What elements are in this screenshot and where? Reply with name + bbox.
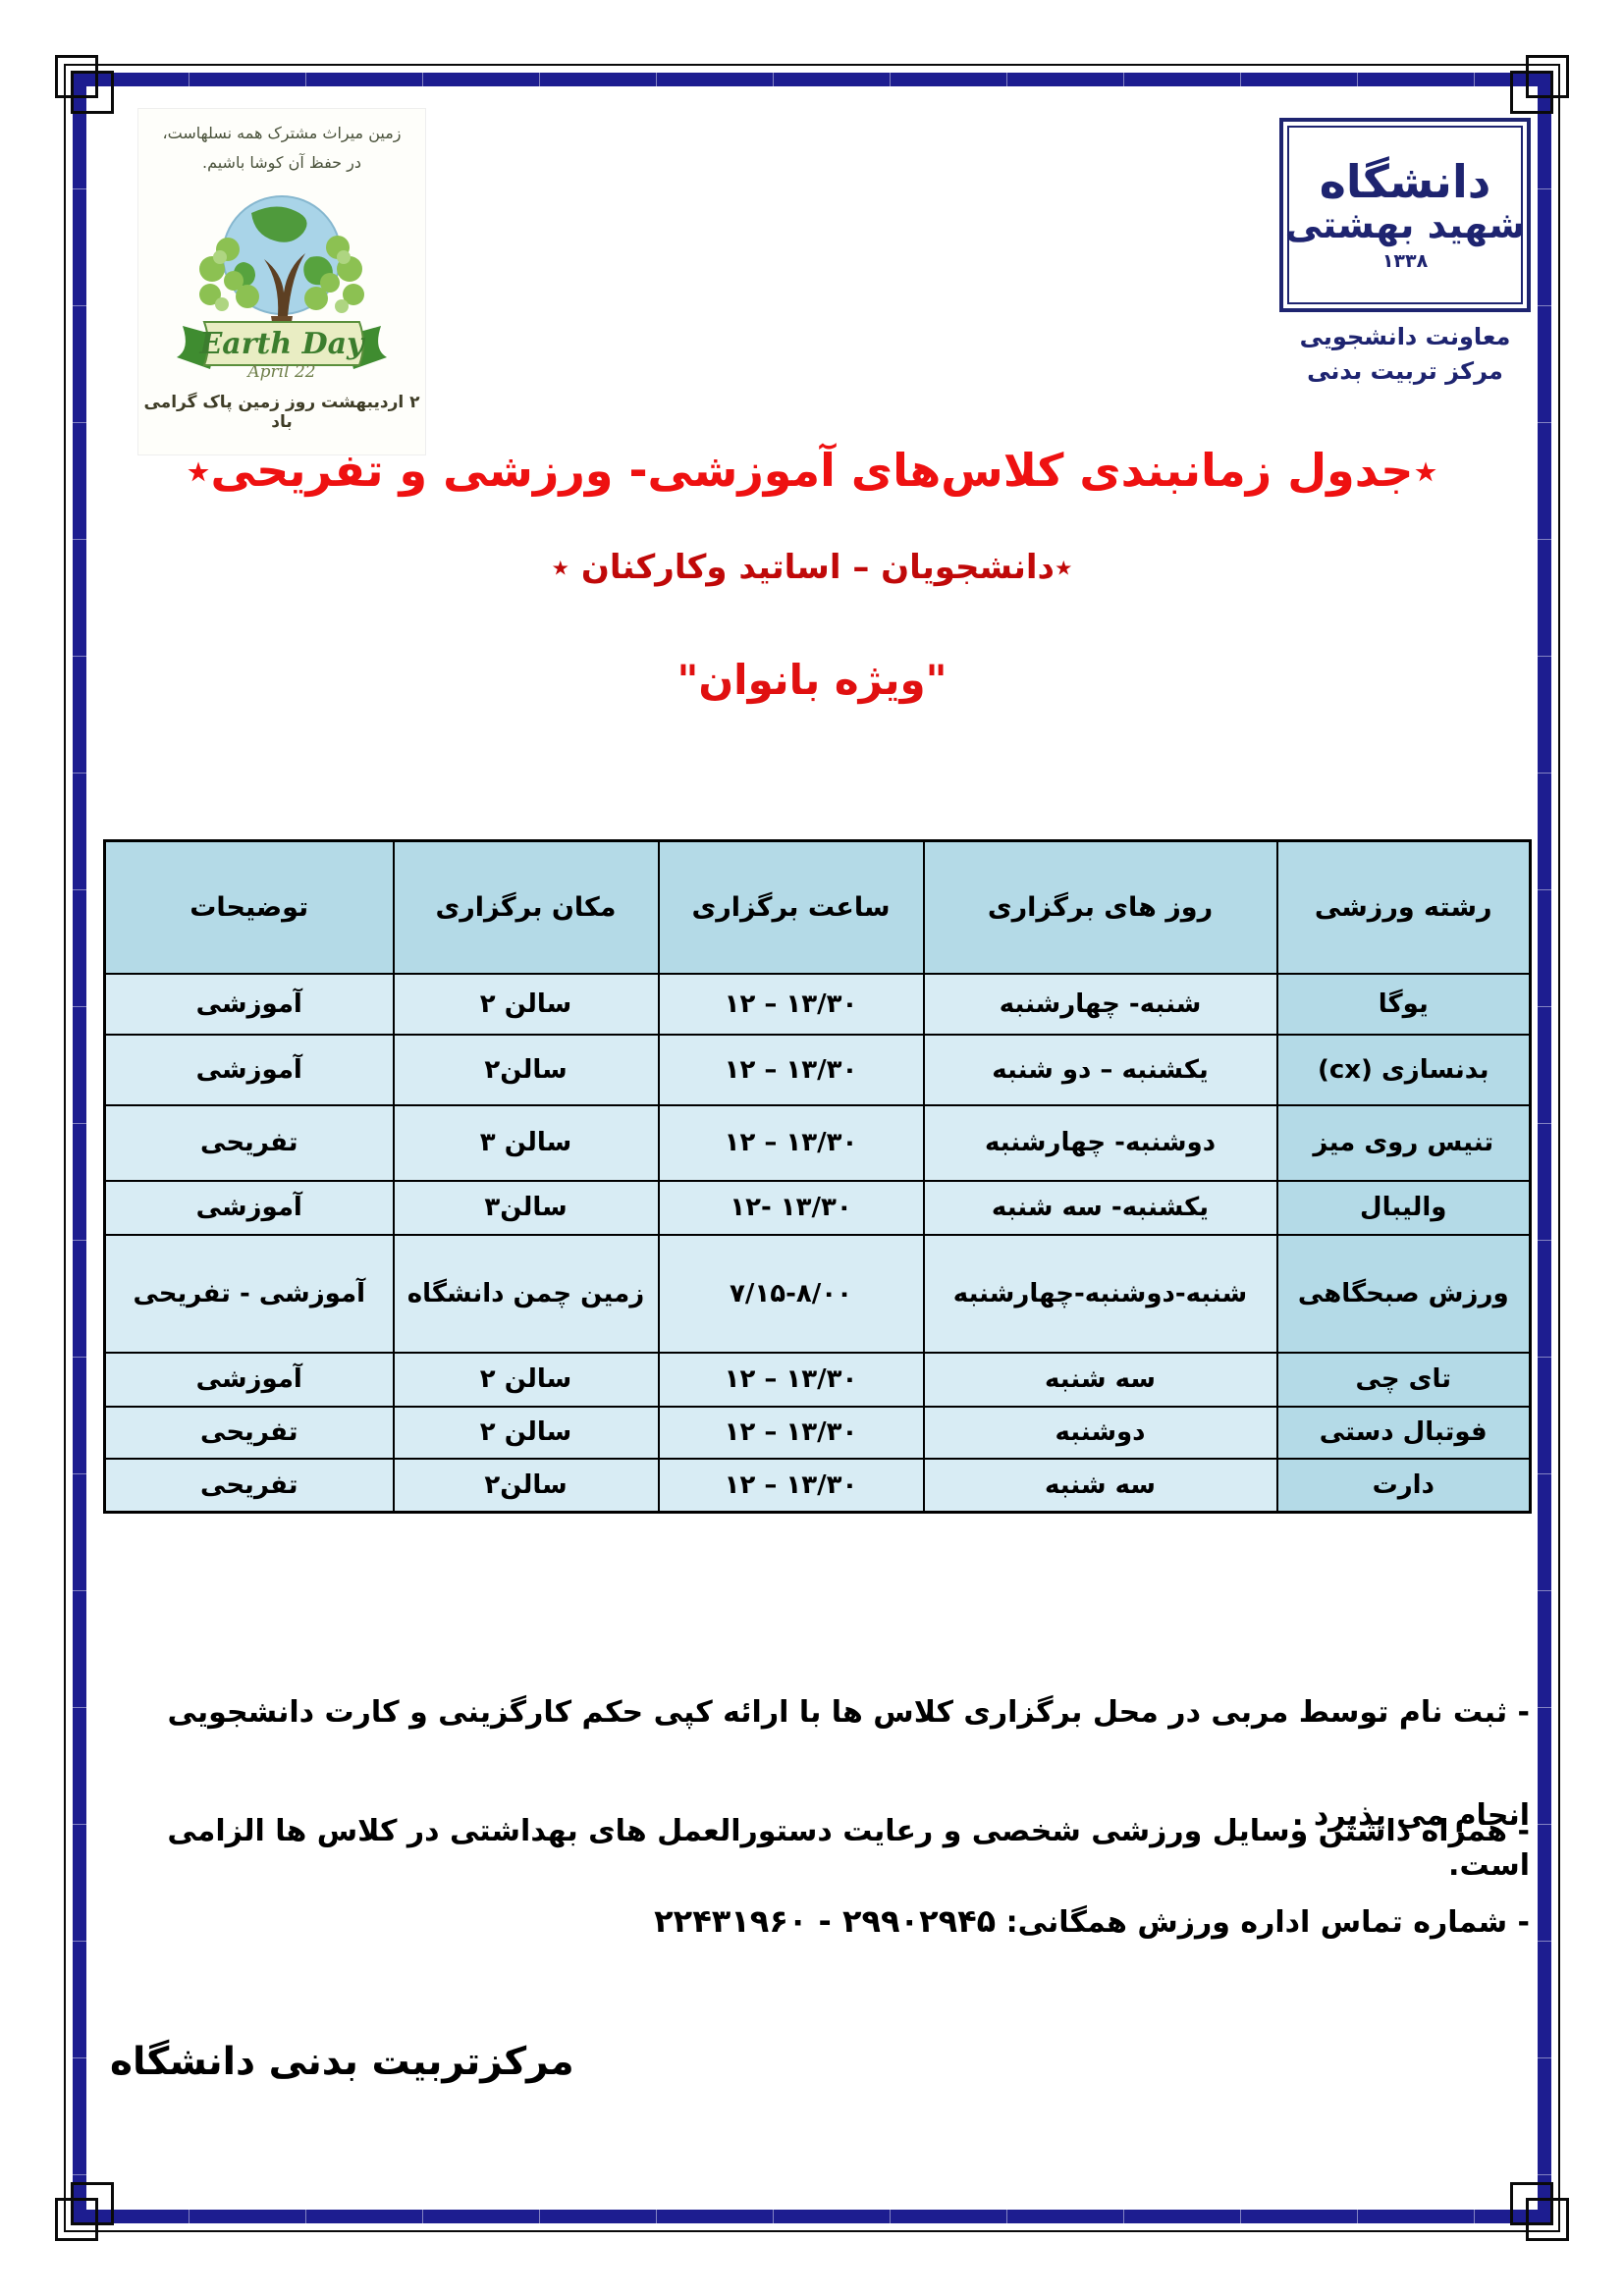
cell-time: ۱۲ – ۱۳/۳۰: [657, 1351, 925, 1408]
corner-ornament-square: [1526, 2198, 1569, 2241]
corner-ornament-square: [55, 55, 98, 98]
table-row: تنیس روی میز دوشنبه- چهارشنبه ۱۲ – ۱۳/۳۰…: [103, 1103, 1532, 1182]
corner-ornament-square: [1526, 55, 1569, 98]
contact-label: - شماره تماس اداره ورزش همگانی:: [1005, 1905, 1530, 1940]
table-row: تای چی سه شنبه ۱۲ – ۱۳/۳۰ سالن ۲ آموزشی: [103, 1351, 1532, 1408]
cell-days: شنبه- چهارشنبه: [922, 972, 1278, 1036]
cell-days: یکشنبه- سه شنبه: [922, 1179, 1278, 1236]
contact-phone-numbers: ۲۲۴۳۱۹۶۰ - ۲۹۹۰۲۹۴۵: [654, 1902, 997, 1940]
cell-time: ۱۲ – ۱۳/۳۰: [657, 1457, 925, 1514]
note-registration: - ثبت نام توسط مربی در محل برگزاری کلاس …: [167, 1695, 1530, 1833]
cell-notes: آموزشی: [103, 1179, 395, 1236]
university-founding-year: ۱۳۳۸: [1381, 250, 1429, 273]
page-subtitle: ٭دانشجویان – اساتید وکارکنان ٭: [551, 548, 1073, 587]
col-header-notes: توضیحات: [103, 839, 395, 975]
footer-signature: مرکزتربیت بدنی دانشگاه: [110, 2040, 574, 2084]
cell-location: سالن ۳: [392, 1103, 660, 1182]
cell-sport: ورزش صبحگاهی: [1275, 1233, 1532, 1354]
corner-ornament-square: [1510, 71, 1553, 114]
corner-ornament-square: [1510, 2182, 1553, 2225]
earth-day-globe-illustration: Earth Day April 22: [177, 194, 387, 382]
frame-band-left: [73, 73, 86, 2223]
cell-notes: آموزشی - تفریحی: [103, 1233, 395, 1354]
cell-sport: تای چی: [1275, 1351, 1532, 1408]
note-equipment: - همراه داشتن وسایل ورزشی شخصی و رعایت د…: [167, 1814, 1530, 1883]
frame-band-bottom: [73, 2210, 1551, 2223]
corner-ornament-square: [71, 2182, 114, 2225]
cell-days: دوشنبه: [922, 1405, 1278, 1460]
cell-days: دوشنبه- چهارشنبه: [922, 1103, 1278, 1182]
table-row: بدنسازی (cx) یکشنبه – دو شنبه ۱۲ – ۱۳/۳۰…: [103, 1033, 1532, 1106]
cell-sport: تنیس روی میز: [1275, 1103, 1532, 1182]
cell-notes: تفریحی: [103, 1405, 395, 1460]
dept-line1: معاونت دانشجویی: [1299, 323, 1511, 350]
cell-days: سه شنبه: [922, 1351, 1278, 1408]
table-header-row: رشته ورزشی روز های برگزاری ساعت برگزاری …: [103, 839, 1532, 975]
dept-line2: مرکز تربیت بدنی: [1307, 356, 1503, 385]
table-row: فوتبال دستی دوشنبه ۱۲ – ۱۳/۳۰ سالن ۲ تفر…: [103, 1405, 1532, 1460]
table-row: والیبال یکشنبه- سه شنبه ۱۲- ۱۳/۳۰ سالن۳ …: [103, 1179, 1532, 1236]
audience-title: "ویژه بانوان": [677, 656, 947, 704]
page-title: ٭جدول زمانبندی کلاس‌های آموزشی- ورزشی و …: [186, 444, 1438, 497]
frame-band-top: [73, 73, 1551, 86]
cell-time: ۱۲ – ۱۳/۳۰: [657, 1103, 925, 1182]
corner-ornament-square: [55, 2198, 98, 2241]
earth-day-banner-title: Earth Day: [198, 327, 366, 361]
university-logo: دانشگاه شهید بهشتی ۱۳۳۸: [1279, 118, 1531, 312]
earth-day-slogan-line1: زمین میراث مشترک همه نسلهاست،: [162, 124, 402, 142]
cell-location: سالن ۲: [392, 972, 660, 1036]
note-contact: - شماره تماس اداره ورزش همگانی: ۲۲۴۳۱۹۶۰…: [94, 1902, 1530, 1940]
col-header-days: روز های برگزاری: [922, 839, 1278, 975]
university-department-labels: معاونت دانشجویی مرکز تربیت بدنی: [1263, 320, 1547, 389]
cell-days: سه شنبه: [922, 1457, 1278, 1514]
cell-time: ۷/۱۵-۸/۰۰: [657, 1233, 925, 1354]
cell-notes: تفریحی: [103, 1103, 395, 1182]
cell-location: زمین چمن دانشگاه: [392, 1233, 660, 1354]
earth-day-slogan-line2: در حفظ آن کوشا باشیم.: [201, 153, 362, 173]
cell-time: ۱۲ – ۱۳/۳۰: [657, 1033, 925, 1106]
schedule-table: رشته ورزشی روز های برگزاری ساعت برگزاری …: [103, 839, 1532, 1514]
cell-time: ۱۲ – ۱۳/۳۰: [657, 972, 925, 1036]
corner-ornament-square: [71, 71, 114, 114]
cell-sport: یوگا: [1275, 972, 1532, 1036]
cell-location: سالن ۲: [392, 1405, 660, 1460]
university-name-line2: شهید بهشتی: [1284, 203, 1526, 247]
cell-days: یکشنبه – دو شنبه: [922, 1033, 1278, 1106]
col-header-time: ساعت برگزاری: [657, 839, 925, 975]
cell-time: ۱۲- ۱۳/۳۰: [657, 1179, 925, 1236]
col-header-location: مکان برگزاری: [392, 839, 660, 975]
earth-day-caption: ۲ اردیبهشت روز زمین پاک گرامی باد: [143, 392, 420, 432]
cell-location: سالن۲: [392, 1033, 660, 1106]
frame-band-right: [1538, 73, 1551, 2223]
cell-time: ۱۲ – ۱۳/۳۰: [657, 1405, 925, 1460]
cell-notes: آموزشی: [103, 1351, 395, 1408]
earth-day-banner-date: April 22: [245, 362, 315, 382]
university-name-line1: دانشگاه: [1319, 154, 1491, 208]
earth-day-logo: زمین میراث مشترک همه نسلهاست، در حفظ آن …: [137, 108, 426, 455]
table-row: یوگا شنبه- چهارشنبه ۱۲ – ۱۳/۳۰ سالن ۲ آم…: [103, 972, 1532, 1036]
cell-sport: فوتبال دستی: [1275, 1405, 1532, 1460]
cell-days: شنبه-دوشنبه-چهارشنبه: [922, 1233, 1278, 1354]
cell-sport: بدنسازی (cx): [1275, 1033, 1532, 1106]
cell-location: سالن ۲: [392, 1351, 660, 1408]
col-header-sport: رشته ورزشی: [1275, 839, 1532, 975]
cell-notes: آموزشی: [103, 972, 395, 1036]
cell-notes: تفریحی: [103, 1457, 395, 1514]
cell-location: سالن۳: [392, 1179, 660, 1236]
cell-sport: دارت: [1275, 1457, 1532, 1514]
cell-sport: والیبال: [1275, 1179, 1532, 1236]
table-row: دارت سه شنبه ۱۲ – ۱۳/۳۰ سالن۲ تفریحی: [103, 1457, 1532, 1514]
cell-notes: آموزشی: [103, 1033, 395, 1106]
table-row: ورزش صبحگاهی شنبه-دوشنبه-چهارشنبه ۷/۱۵-۸…: [103, 1233, 1532, 1354]
cell-location: سالن۲: [392, 1457, 660, 1514]
